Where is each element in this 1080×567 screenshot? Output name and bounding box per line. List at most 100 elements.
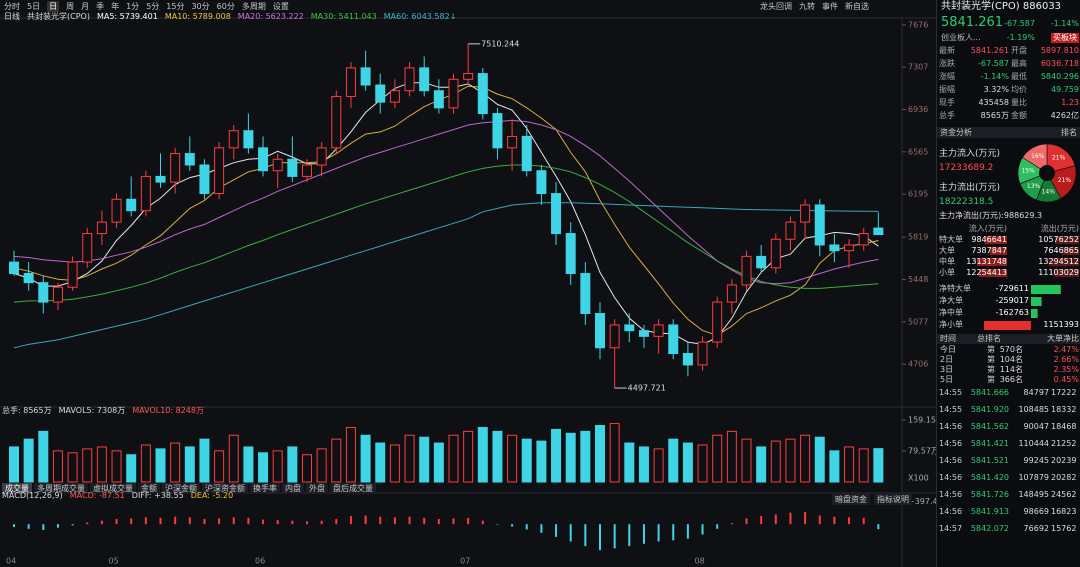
quote-label: 最新 — [939, 46, 955, 55]
candle-body — [770, 238, 781, 269]
macd-bar — [364, 515, 367, 525]
trade-price: 5841.726 — [970, 490, 1009, 499]
outflow-bar — [1054, 236, 1079, 244]
trade-time: 14:57 — [939, 524, 963, 533]
outflow-label: 主力流出(万元) — [939, 183, 1001, 193]
volume-bar — [389, 444, 400, 483]
rank-prefix: 第 — [987, 355, 995, 364]
rank-ratio: 0.45% — [1053, 375, 1079, 384]
macd-bar — [56, 524, 59, 528]
legend-entry: MACD(12,26,9) — [2, 490, 63, 500]
indicator-tab[interactable]: 多周期成交量 — [34, 483, 88, 494]
chart-title: 共封装光学(CPO) — [27, 11, 90, 21]
toolbar-button[interactable]: 设置 — [272, 1, 289, 11]
toolbar-button[interactable]: 分时 — [4, 1, 20, 11]
trade-price: 5841.562 — [970, 422, 1009, 431]
toolbar-button[interactable]: 5分 — [146, 1, 160, 11]
rank-header: 时间 — [940, 334, 956, 343]
indicator-button[interactable]: 指标说明 — [874, 494, 912, 505]
quote-value: -1.14% — [980, 72, 1009, 81]
candle-body — [712, 301, 723, 343]
candle-body — [96, 221, 107, 235]
trade-amount: 18332 — [1051, 405, 1077, 414]
macd-bar — [481, 520, 484, 525]
toolbar-button[interactable]: 日 — [47, 0, 60, 12]
candle-body — [463, 73, 474, 80]
toolbar-button[interactable]: 5日 — [27, 1, 41, 11]
rank-period: 2日 — [940, 355, 954, 364]
toolbar-button[interactable]: 年 — [111, 1, 120, 11]
macd-bar — [657, 524, 660, 542]
trade-amount: 15762 — [1051, 524, 1077, 533]
legend-entry: MAVOL10: 8248万 — [132, 405, 204, 415]
toolbar-button[interactable]: 龙头回调 — [760, 1, 792, 11]
toolbar-button[interactable]: 事件 — [822, 1, 838, 11]
rank-button[interactable]: 排名 — [1061, 128, 1077, 137]
candle-body — [521, 135, 532, 172]
inflow-bar — [976, 258, 1007, 266]
indicator-tab[interactable]: 沪深资金额 — [202, 483, 248, 494]
y-tick-label: +397.4 — [908, 497, 936, 506]
toolbar: 分时 5日日周月季年 1分 5分 15分 30分 60分 多周期 设置 — [4, 0, 289, 12]
macd-bar — [760, 516, 763, 525]
volume-bar — [155, 448, 166, 483]
toolbar-button[interactable]: 九转 — [799, 1, 815, 11]
candle-body — [228, 130, 239, 149]
quote-label: 现手 — [939, 98, 955, 107]
candle-body — [726, 284, 737, 303]
macd-bar — [306, 521, 308, 525]
quote-label: 振幅 — [939, 85, 955, 94]
toolbar-button[interactable]: 15分 — [166, 1, 185, 11]
toolbar-button[interactable]: 季 — [96, 1, 105, 11]
toolbar-button[interactable]: 1分 — [126, 1, 140, 11]
macd-bar — [496, 524, 499, 525]
indicator-tab[interactable]: 外盘 — [306, 483, 328, 494]
toolbar-button[interactable]: 30分 — [191, 1, 210, 11]
toolbar-button[interactable]: 周 — [66, 1, 75, 11]
trade-time: 14:55 — [939, 405, 963, 414]
volume-bar — [433, 442, 444, 483]
volume-bar — [345, 426, 356, 483]
volume-bar — [477, 426, 488, 483]
trade-time: 14:55 — [939, 388, 963, 397]
buy-sector-button[interactable]: 买板块 — [1051, 33, 1079, 43]
multiplier-label: X100 — [908, 474, 929, 483]
trade-time: 14:56 — [939, 439, 963, 448]
toolbar-button[interactable]: 新自选 — [845, 1, 869, 11]
indicator-tab[interactable]: 金额 — [138, 483, 160, 494]
macd-bar — [320, 520, 323, 525]
macd-bar — [555, 524, 558, 537]
chart-legend: 日线 共封装光学(CPO) MA5: 5739.401 MA10: 5789.008 M… — [4, 11, 456, 21]
net-value: -259017 — [995, 296, 1029, 305]
candle-body — [243, 130, 254, 149]
volume-bar — [126, 454, 137, 483]
trade-volume: 98669 — [1023, 507, 1049, 516]
macd-bar — [584, 524, 587, 547]
toolbar-button[interactable]: 60分 — [216, 1, 235, 11]
macd-bar — [71, 524, 74, 526]
rank-period: 5日 — [940, 375, 954, 384]
flow-in: 9846641 — [971, 235, 1007, 244]
quote-value: 435458 — [978, 98, 1009, 107]
candle-body — [638, 330, 649, 337]
panel-legend: 总手: 8565万 MAVOL5: 7308万 MAVOL10: 8248万 — [2, 405, 204, 415]
indicator-tab[interactable]: 内盘 — [282, 483, 304, 494]
indicator-tab[interactable]: 换手率 — [250, 483, 280, 494]
x-tick-label: 06 — [255, 557, 265, 566]
macd-bar — [115, 519, 118, 525]
volume-bar — [595, 425, 605, 483]
net-label: 净中单 — [939, 308, 963, 317]
candle-body — [873, 227, 884, 236]
toolbar-button[interactable]: 多周期 — [241, 1, 266, 11]
indicator-button[interactable]: 暗盘资金 — [832, 494, 870, 505]
macd-bar — [569, 524, 572, 542]
indicator-tab[interactable]: 成交量 — [2, 483, 32, 494]
inflow-label: 主力流入(万元) — [939, 149, 1001, 159]
indicator-tab[interactable]: 虚拟成交量 — [90, 483, 136, 494]
toolbar-button[interactable]: 月 — [81, 1, 90, 11]
indicator-tab[interactable]: 沪深金额 — [162, 483, 200, 494]
macd-bar — [408, 516, 411, 525]
macd-bar — [203, 519, 206, 525]
candle-body — [551, 193, 562, 235]
indicator-tab[interactable]: 盘后成交量 — [330, 483, 376, 494]
